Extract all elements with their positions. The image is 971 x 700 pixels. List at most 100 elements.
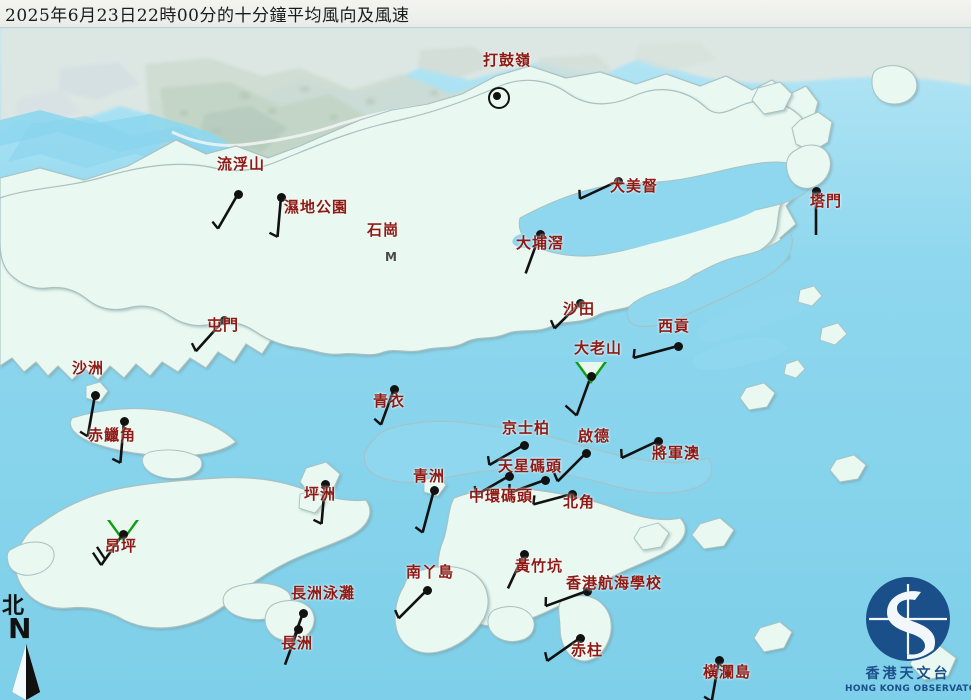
station-label: 啟德 bbox=[578, 427, 611, 445]
station-dot bbox=[714, 655, 724, 665]
station-label: 沙洲 bbox=[72, 359, 105, 377]
wind-barb-wong-chuk-hang bbox=[506, 553, 526, 589]
station-label: 打鼓嶺 bbox=[483, 51, 532, 69]
hko-emblem-icon bbox=[866, 577, 950, 661]
station-dot bbox=[575, 633, 585, 643]
station-label: 屯門 bbox=[207, 316, 240, 334]
station-dot bbox=[575, 298, 585, 308]
wind-barb-kings-park bbox=[486, 443, 525, 467]
page-title: 2025年6月23日22時00分的十分鐘平均風向及風速 bbox=[5, 6, 410, 26]
station-dot bbox=[90, 390, 100, 400]
wind-barb-tseung-kwan-o bbox=[620, 439, 659, 460]
station-label: 香港航海學校 bbox=[566, 574, 663, 592]
station-label: 坪洲 bbox=[304, 485, 337, 503]
station-dot bbox=[673, 341, 683, 351]
sai-kung-coast bbox=[626, 231, 848, 379]
station-label: 長洲 bbox=[281, 634, 314, 652]
wind-barb-lau-fau-shan bbox=[211, 193, 240, 230]
wind-barb-stanley bbox=[543, 636, 581, 663]
outlying-islands bbox=[264, 382, 957, 681]
landmass-lantau bbox=[6, 381, 371, 629]
wind-barb-hk-sea-school bbox=[544, 589, 588, 608]
station-dot bbox=[519, 440, 529, 450]
station-dot bbox=[276, 192, 286, 202]
wind-barb-central-pier bbox=[473, 474, 510, 497]
station-label: 京士柏 bbox=[502, 419, 551, 437]
station-dot bbox=[320, 479, 330, 489]
station-dot bbox=[504, 471, 514, 481]
wind-barb-kai-tak bbox=[553, 452, 587, 483]
title-bar: 2025年6月23日22時00分的十分鐘平均風向及風速 bbox=[0, 0, 971, 28]
station-label: 赤鱲角 bbox=[88, 426, 137, 444]
station-label: 塔門 bbox=[810, 192, 843, 210]
station-label: 大老山 bbox=[574, 339, 623, 357]
station-dot bbox=[389, 384, 399, 394]
station-dot bbox=[567, 489, 577, 499]
station-label: 北角 bbox=[563, 493, 596, 511]
station-dot bbox=[519, 549, 529, 559]
station-label: 長洲泳灘 bbox=[291, 584, 356, 602]
shek-kong-m-marker: M bbox=[385, 250, 397, 264]
station-dot bbox=[429, 485, 439, 495]
map-basemap bbox=[0, 28, 971, 700]
hko-name-cn: 香港天文台 bbox=[865, 666, 951, 682]
station-dot bbox=[119, 416, 129, 426]
hko-logo: 香港天文台 HONG KONG OBSERVATORY bbox=[845, 576, 971, 700]
station-dot bbox=[581, 448, 591, 458]
station-dot bbox=[422, 585, 432, 595]
wind-barb-tuen-mun bbox=[190, 319, 225, 353]
victoria-harbour bbox=[363, 420, 713, 494]
station-label: 流浮山 bbox=[217, 155, 266, 173]
station-dot bbox=[586, 371, 596, 381]
station-label: 黃竹坑 bbox=[515, 557, 564, 575]
compass-label-en: N bbox=[8, 612, 32, 645]
station-label: 大埔滘 bbox=[516, 234, 565, 252]
wind-barb-peng-chau bbox=[312, 483, 327, 525]
station-label: 大美督 bbox=[610, 177, 659, 195]
calm-wind-icon bbox=[488, 87, 510, 109]
station-label: 赤柱 bbox=[571, 641, 604, 659]
station-dot bbox=[298, 608, 308, 618]
station-dot bbox=[582, 586, 592, 596]
wind-barb-cheung-chau bbox=[283, 628, 300, 666]
wind-barb-sai-kung bbox=[632, 344, 679, 360]
station-dot bbox=[118, 529, 128, 539]
wind-barb-wetland-park bbox=[268, 196, 283, 238]
station-dot bbox=[535, 229, 545, 239]
station-label: 將軍澳 bbox=[652, 444, 701, 462]
station-dot bbox=[540, 475, 550, 485]
station-label: 天星碼頭 bbox=[498, 457, 563, 475]
map-canvas[interactable]: 打鼓嶺 流浮山 濕地公園 石崗 大美督 大埔滘 塔門 屯門 沙田 西貢 大老山 青衣 沙洲 赤鱲角 京士柏 啟… bbox=[0, 28, 971, 700]
station-label: 南丫島 bbox=[406, 563, 455, 581]
wind-barb-tai-po-kau bbox=[524, 233, 542, 274]
wind-barb-tsing-yi bbox=[373, 388, 396, 426]
station-dot bbox=[811, 186, 821, 196]
compass-label-cn: 北 bbox=[2, 593, 25, 619]
wind-barb-sha-tin bbox=[549, 302, 581, 330]
station-dot bbox=[653, 436, 663, 446]
station-dot bbox=[613, 176, 623, 186]
hko-name-en: HONG KONG OBSERVATORY bbox=[845, 684, 971, 694]
wind-barb-north-point bbox=[532, 492, 573, 506]
wind-barb-green-island bbox=[414, 489, 436, 534]
wind-barb-layer bbox=[79, 179, 818, 700]
station-label: 橫瀾島 bbox=[703, 663, 752, 681]
station-label: 昂坪 bbox=[105, 537, 138, 555]
station-dot bbox=[219, 315, 229, 325]
station-label: 沙田 bbox=[563, 300, 596, 318]
station-label: 濕地公園 bbox=[284, 198, 349, 216]
wind-barb-chek-lap-kok bbox=[111, 420, 126, 464]
compass-rose: 北 N bbox=[2, 588, 58, 700]
station-dot bbox=[233, 189, 243, 199]
wind-barb-sha-chau bbox=[79, 394, 97, 438]
station-dot bbox=[293, 624, 303, 634]
station-dot bbox=[493, 92, 501, 100]
wind-barb-lamma-island bbox=[394, 589, 428, 620]
station-label: 西貢 bbox=[658, 317, 691, 335]
wind-barb-tai-mei-tuk bbox=[578, 179, 619, 200]
wind-barb-star-ferry bbox=[508, 478, 546, 495]
station-label: 中環碼頭 bbox=[469, 487, 534, 505]
wind-barb-waglan-island bbox=[703, 659, 721, 700]
station-label: 青衣 bbox=[373, 392, 406, 410]
